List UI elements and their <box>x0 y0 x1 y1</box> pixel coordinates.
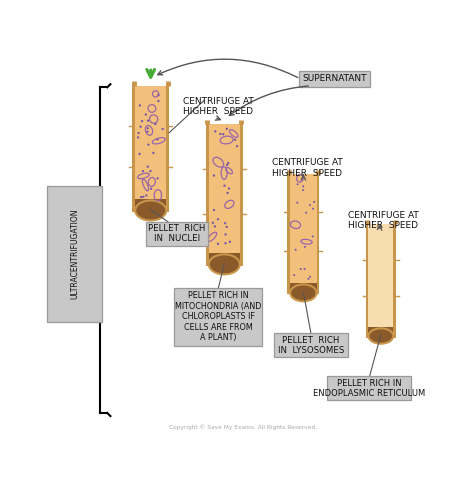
Circle shape <box>139 125 142 128</box>
Bar <box>166 84 169 212</box>
Circle shape <box>227 192 229 194</box>
Circle shape <box>223 185 226 187</box>
Circle shape <box>294 249 297 251</box>
Text: CENTRIFUGE AT
HIGHER  SPEED: CENTRIFUGE AT HIGHER SPEED <box>272 158 343 178</box>
Circle shape <box>213 174 215 177</box>
Bar <box>317 173 319 294</box>
Ellipse shape <box>290 284 317 301</box>
Circle shape <box>226 127 228 130</box>
Bar <box>240 122 243 266</box>
Text: CENTRIFUGE AT
HIGHER  SPEED: CENTRIFUGE AT HIGHER SPEED <box>348 211 419 230</box>
Bar <box>366 223 368 338</box>
Circle shape <box>226 226 228 228</box>
Circle shape <box>147 120 149 122</box>
FancyBboxPatch shape <box>274 333 348 357</box>
Circle shape <box>228 187 230 190</box>
Circle shape <box>156 177 159 179</box>
Circle shape <box>140 196 142 198</box>
Text: PELLET  RICH
IN  NUCLEI: PELLET RICH IN NUCLEI <box>148 224 206 244</box>
Circle shape <box>146 166 149 168</box>
Circle shape <box>304 246 306 248</box>
Bar <box>368 327 393 336</box>
Bar <box>368 224 393 328</box>
FancyBboxPatch shape <box>299 71 370 87</box>
Circle shape <box>137 132 140 134</box>
Circle shape <box>141 120 143 122</box>
Circle shape <box>309 204 311 206</box>
Ellipse shape <box>368 328 393 343</box>
Circle shape <box>312 208 314 210</box>
Bar <box>135 86 166 200</box>
Circle shape <box>147 144 150 146</box>
Circle shape <box>217 218 219 220</box>
Circle shape <box>157 94 160 96</box>
Circle shape <box>217 243 219 245</box>
Circle shape <box>224 222 226 224</box>
Circle shape <box>313 201 315 203</box>
Circle shape <box>146 130 148 133</box>
Circle shape <box>226 164 228 166</box>
Bar <box>288 173 290 294</box>
Circle shape <box>224 233 227 236</box>
Text: SUPERNATANT: SUPERNATANT <box>302 74 366 83</box>
Circle shape <box>219 133 221 135</box>
Circle shape <box>145 195 147 196</box>
Circle shape <box>156 138 159 141</box>
Circle shape <box>214 225 216 227</box>
Circle shape <box>302 189 304 191</box>
Bar <box>209 124 240 254</box>
Bar <box>206 122 209 266</box>
Circle shape <box>157 100 160 102</box>
Circle shape <box>307 278 310 280</box>
Bar <box>393 223 396 338</box>
Circle shape <box>137 136 139 139</box>
Text: PELLET RICH IN
ENDOPLASMIC RETICULUM: PELLET RICH IN ENDOPLASMIC RETICULUM <box>313 379 425 398</box>
Circle shape <box>145 113 147 116</box>
Text: PELLET RICH IN
MITOCHONDRIA (AND
CHLOROPLASTS IF
CELLS ARE FROM
A PLANT): PELLET RICH IN MITOCHONDRIA (AND CHLOROP… <box>175 292 261 342</box>
Circle shape <box>224 242 227 245</box>
Circle shape <box>142 170 144 172</box>
Circle shape <box>236 145 238 147</box>
Circle shape <box>212 221 214 224</box>
Circle shape <box>305 212 307 214</box>
Bar <box>133 84 135 212</box>
Circle shape <box>228 241 231 243</box>
Text: PELLET  RICH
IN  LYSOSOMES: PELLET RICH IN LYSOSOMES <box>278 336 344 355</box>
Circle shape <box>214 130 217 133</box>
Circle shape <box>312 236 314 238</box>
Text: CENTRIFUGE AT
HIGHER  SPEED: CENTRIFUGE AT HIGHER SPEED <box>183 97 254 116</box>
Circle shape <box>138 153 141 155</box>
FancyBboxPatch shape <box>146 221 209 245</box>
Circle shape <box>309 276 311 278</box>
Circle shape <box>154 123 156 125</box>
Circle shape <box>142 196 145 198</box>
Circle shape <box>297 183 299 185</box>
FancyBboxPatch shape <box>174 288 262 345</box>
Circle shape <box>149 170 152 172</box>
Circle shape <box>293 274 295 276</box>
Circle shape <box>152 152 155 154</box>
Circle shape <box>213 209 215 211</box>
Circle shape <box>300 268 302 270</box>
Ellipse shape <box>135 200 166 220</box>
Bar <box>209 253 240 265</box>
Circle shape <box>302 185 304 187</box>
Circle shape <box>303 268 306 270</box>
Circle shape <box>139 104 141 107</box>
Circle shape <box>296 202 298 204</box>
Bar <box>135 199 166 211</box>
Circle shape <box>227 162 229 164</box>
Text: Copyright © Save My Exams. All Rights Reserved.: Copyright © Save My Exams. All Rights Re… <box>169 424 317 430</box>
Bar <box>290 283 317 293</box>
Circle shape <box>234 139 237 141</box>
Circle shape <box>162 128 164 130</box>
Circle shape <box>146 127 149 129</box>
Bar <box>290 174 317 284</box>
Text: ULTRACENTRIFUGATION: ULTRACENTRIFUGATION <box>70 209 79 299</box>
Ellipse shape <box>209 254 240 274</box>
Circle shape <box>150 188 152 190</box>
FancyBboxPatch shape <box>328 376 411 400</box>
Circle shape <box>222 133 225 135</box>
